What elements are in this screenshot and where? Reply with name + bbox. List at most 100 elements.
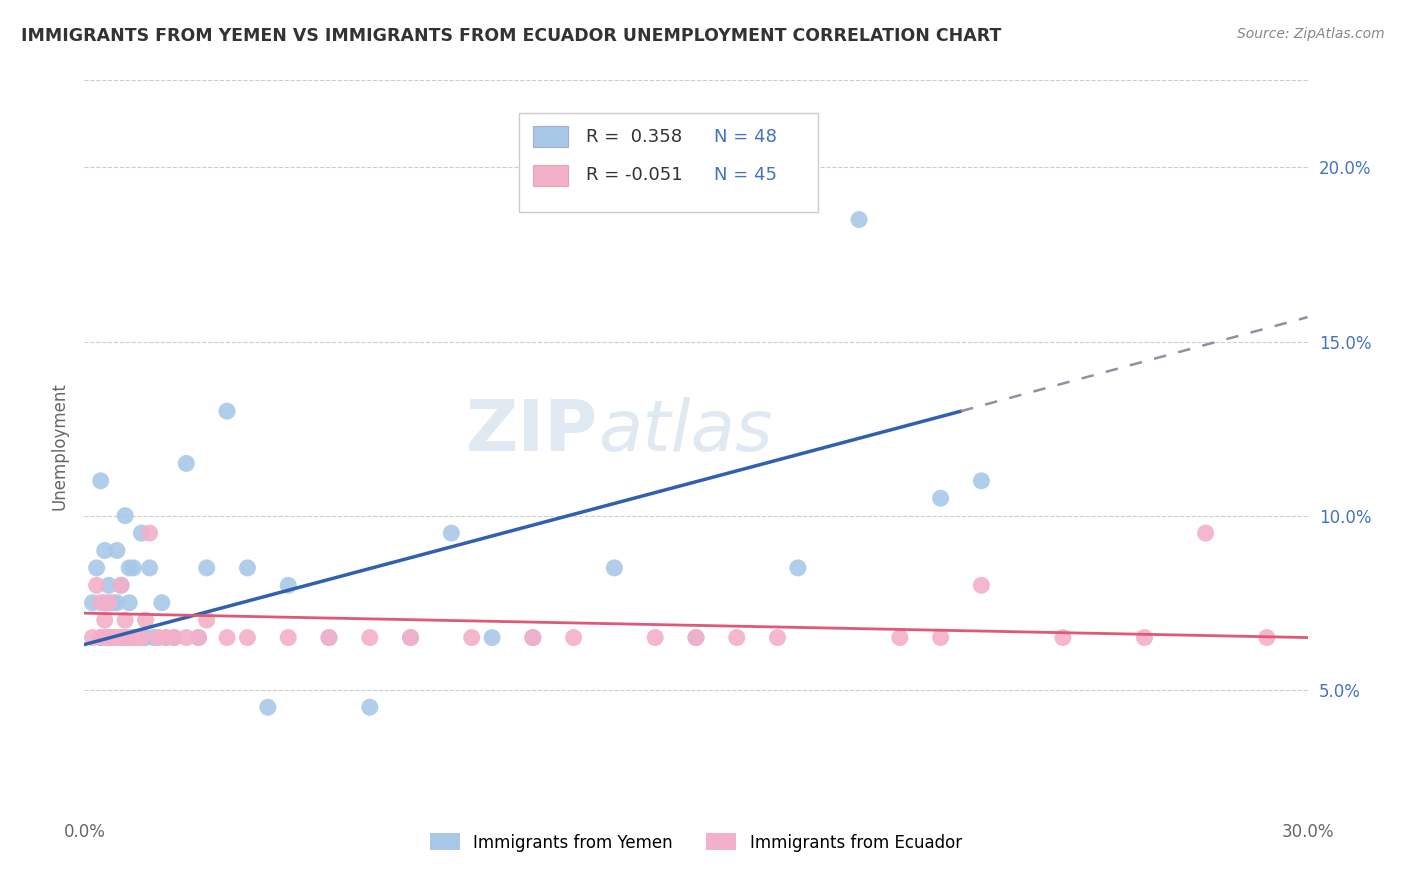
Point [105, 596, 128, 610]
Point [1133, 631, 1156, 645]
Point [93, 596, 115, 610]
Point [110, 578, 132, 592]
FancyBboxPatch shape [533, 165, 568, 186]
Point [318, 631, 340, 645]
Point [725, 631, 748, 645]
Point [522, 631, 544, 645]
Text: IMMIGRANTS FROM YEMEN VS IMMIGRANTS FROM ECUADOR UNEMPLOYMENT CORRELATION CHART: IMMIGRANTS FROM YEMEN VS IMMIGRANTS FROM… [21, 27, 1001, 45]
Point [359, 631, 381, 645]
Point [562, 631, 585, 645]
Point [155, 631, 177, 645]
Point [131, 526, 153, 541]
Point [90, 596, 112, 610]
Point [889, 631, 911, 645]
Point [187, 631, 209, 645]
Point [163, 631, 186, 645]
Point [114, 631, 136, 645]
Text: N = 45: N = 45 [714, 167, 778, 185]
Point [217, 631, 239, 645]
Point [195, 561, 218, 575]
Point [150, 596, 173, 610]
Point [359, 700, 381, 714]
Point [277, 631, 299, 645]
Point [90, 631, 112, 645]
Point [110, 578, 132, 592]
Point [105, 631, 128, 645]
Point [1052, 631, 1074, 645]
Point [86, 561, 108, 575]
Point [146, 631, 169, 645]
Point [146, 631, 169, 645]
Point [82, 631, 104, 645]
Point [118, 561, 141, 575]
Point [122, 631, 145, 645]
Point [603, 561, 626, 575]
FancyBboxPatch shape [519, 113, 818, 212]
Point [970, 578, 993, 592]
Point [187, 631, 209, 645]
Point [217, 404, 239, 418]
Point [90, 631, 112, 645]
Point [522, 631, 544, 645]
Point [86, 578, 108, 592]
Point [93, 613, 115, 627]
Point [1256, 631, 1278, 645]
Point [848, 212, 870, 227]
Text: Source: ZipAtlas.com: Source: ZipAtlas.com [1237, 27, 1385, 41]
Point [257, 700, 280, 714]
Point [399, 631, 422, 645]
Point [236, 561, 259, 575]
Point [318, 631, 340, 645]
Point [142, 631, 165, 645]
Point [461, 631, 484, 645]
Point [163, 631, 186, 645]
Point [929, 631, 952, 645]
Point [90, 474, 112, 488]
Point [93, 543, 115, 558]
Point [101, 631, 124, 645]
Point [685, 631, 707, 645]
Text: R =  0.358: R = 0.358 [586, 128, 682, 145]
Point [766, 631, 789, 645]
Point [114, 631, 136, 645]
Point [787, 561, 810, 575]
FancyBboxPatch shape [533, 127, 568, 147]
Point [135, 613, 157, 627]
Point [174, 631, 197, 645]
Point [97, 578, 120, 592]
Point [122, 561, 145, 575]
Point [481, 631, 503, 645]
Text: ZIP: ZIP [465, 397, 598, 466]
Point [101, 631, 124, 645]
Y-axis label: Unemployment: Unemployment [51, 382, 69, 510]
Point [122, 631, 145, 645]
Point [929, 491, 952, 506]
Point [685, 631, 707, 645]
Text: N = 48: N = 48 [714, 128, 778, 145]
Point [82, 596, 104, 610]
Point [399, 631, 422, 645]
Point [970, 474, 993, 488]
Point [105, 543, 128, 558]
Point [135, 631, 157, 645]
Point [1195, 526, 1218, 541]
Point [118, 631, 141, 645]
Point [155, 631, 177, 645]
Point [644, 631, 666, 645]
Point [195, 613, 218, 627]
Point [118, 596, 141, 610]
Legend: Immigrants from Yemen, Immigrants from Ecuador: Immigrants from Yemen, Immigrants from E… [423, 827, 969, 858]
Point [277, 578, 299, 592]
Point [114, 508, 136, 523]
Point [131, 631, 153, 645]
Point [127, 631, 149, 645]
Point [97, 631, 120, 645]
Point [97, 631, 120, 645]
Point [101, 596, 124, 610]
Point [110, 631, 132, 645]
Point [97, 596, 120, 610]
Point [127, 631, 149, 645]
Point [93, 631, 115, 645]
Point [236, 631, 259, 645]
Point [174, 457, 197, 471]
